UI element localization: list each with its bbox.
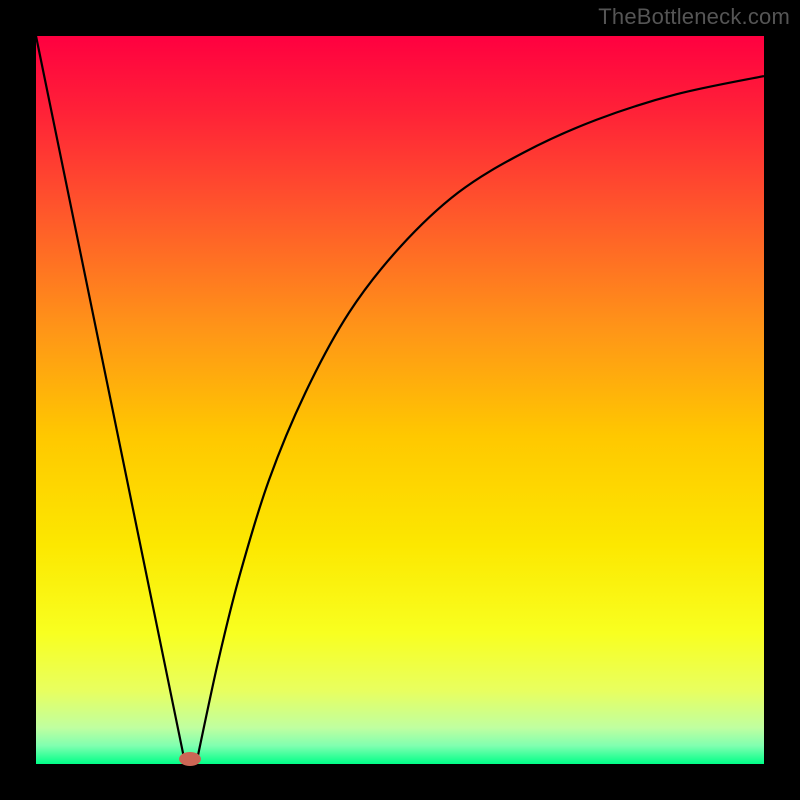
bottleneck-curve [36, 36, 764, 764]
chart-container: TheBottleneck.com [0, 0, 800, 800]
optimum-marker [179, 752, 201, 766]
watermark-text: TheBottleneck.com [598, 4, 790, 30]
curve-layer [0, 0, 800, 800]
